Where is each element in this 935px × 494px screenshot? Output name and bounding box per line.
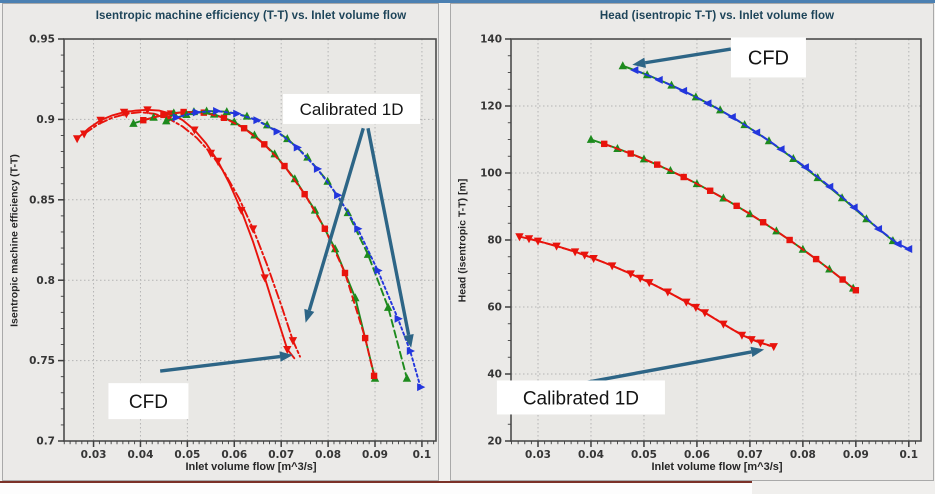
svg-text:60: 60: [487, 302, 502, 314]
svg-text:0.05: 0.05: [631, 449, 657, 461]
svg-text:20: 20: [487, 436, 502, 448]
annotation-calibrated-1d: Calibrated 1D: [496, 346, 765, 415]
annotation-cfd: CFD: [108, 351, 293, 420]
svg-text:0.09: 0.09: [843, 449, 869, 461]
axis-ticks: [58, 38, 435, 447]
head-y-axis-label: Head (isentropic T-T) [m]: [456, 178, 469, 303]
svg-text:0.03: 0.03: [81, 449, 107, 461]
svg-text:CFD: CFD: [129, 392, 168, 413]
svg-text:0.04: 0.04: [128, 449, 154, 461]
svg-text:0.05: 0.05: [174, 449, 200, 461]
window-top-border: [0, 0, 935, 3]
bottom-chrome-line: [0, 481, 752, 483]
series-calibrated-1d-speedline-1: [524, 235, 771, 347]
svg-text:0.06: 0.06: [684, 449, 710, 461]
svg-text:0.07: 0.07: [737, 449, 763, 461]
tick-labels: 0.03 0.04 0.05 0.06 0.07 0.08 0.09 0.1 20 40 60 80 1…: [480, 34, 918, 461]
series-calibrated-1d-speedline-2: [601, 140, 860, 294]
efficiency-y-axis-label: Isentropic machine efficiency (T-T): [8, 154, 21, 327]
svg-text:80: 80: [487, 235, 502, 247]
svg-text:0.75: 0.75: [29, 355, 55, 367]
svg-text:40: 40: [487, 369, 502, 381]
svg-text:0.08: 0.08: [790, 449, 816, 461]
svg-text:0.06: 0.06: [221, 449, 247, 461]
svg-text:0.03: 0.03: [525, 449, 551, 461]
plot-frame: [63, 38, 437, 442]
svg-text:CFD: CFD: [748, 48, 789, 70]
svg-text:0.08: 0.08: [315, 449, 341, 461]
svg-text:140: 140: [480, 34, 502, 46]
svg-text:Calibrated 1D: Calibrated 1D: [523, 388, 639, 409]
annotation-cfd: CFD: [632, 37, 806, 78]
annotation-calibrated-1d: Calibrated 1D: [283, 93, 421, 348]
head-chart-title: Head (isentropic T-T) vs. Inlet volume f…: [599, 10, 835, 22]
svg-text:0.07: 0.07: [268, 449, 294, 461]
svg-text:0.1: 0.1: [900, 449, 919, 461]
efficiency-x-axis-label: Inlet volume flow [m^3/s]: [185, 461, 317, 473]
svg-text:120: 120: [480, 101, 502, 113]
svg-text:0.09: 0.09: [362, 449, 388, 461]
efficiency-chart-panel: 0.03 0.04 0.05 0.06 0.07 0.08 0.09 0.1 0.7 0.75 0.…: [2, 3, 439, 481]
svg-text:0.8: 0.8: [36, 275, 55, 287]
series-calibrated-1d-speedline-3: [630, 66, 913, 254]
efficiency-chart-title: Isentropic machine efficiency (T-T) vs. …: [95, 10, 407, 22]
svg-text:100: 100: [480, 168, 502, 180]
svg-text:0.1: 0.1: [413, 449, 432, 461]
efficiency-chart-plot: 0.03 0.04 0.05 0.06 0.07 0.08 0.09 0.1 0.7 0.75 0.…: [29, 34, 437, 461]
svg-text:0.95: 0.95: [29, 34, 55, 46]
tick-labels: 0.03 0.04 0.05 0.06 0.07 0.08 0.09 0.1 0.7 0.75 0.…: [29, 34, 431, 461]
svg-text:0.7: 0.7: [36, 436, 55, 448]
svg-text:0.9: 0.9: [36, 114, 55, 126]
series-calibrated-1d-speedline-3: [172, 107, 426, 392]
series-calibrated-1d-speedline-1: [79, 110, 301, 358]
gridlines: [64, 38, 436, 442]
svg-text:0.04: 0.04: [578, 449, 604, 461]
head-x-axis-label: Inlet volume flow [m^3/s]: [651, 461, 783, 473]
bottom-chrome-strip: [0, 483, 752, 494]
svg-text:0.85: 0.85: [29, 194, 55, 206]
head-chart-plot: 0.03 0.04 0.05 0.06 0.07 0.08 0.09 0.1 20 40 60 80 1…: [480, 34, 922, 461]
head-chart-panel: 0.03 0.04 0.05 0.06 0.07 0.08 0.09 0.1 20 40 60 80 1…: [450, 3, 934, 481]
axis-ticks: [505, 38, 916, 447]
svg-text:Calibrated 1D: Calibrated 1D: [300, 100, 404, 119]
